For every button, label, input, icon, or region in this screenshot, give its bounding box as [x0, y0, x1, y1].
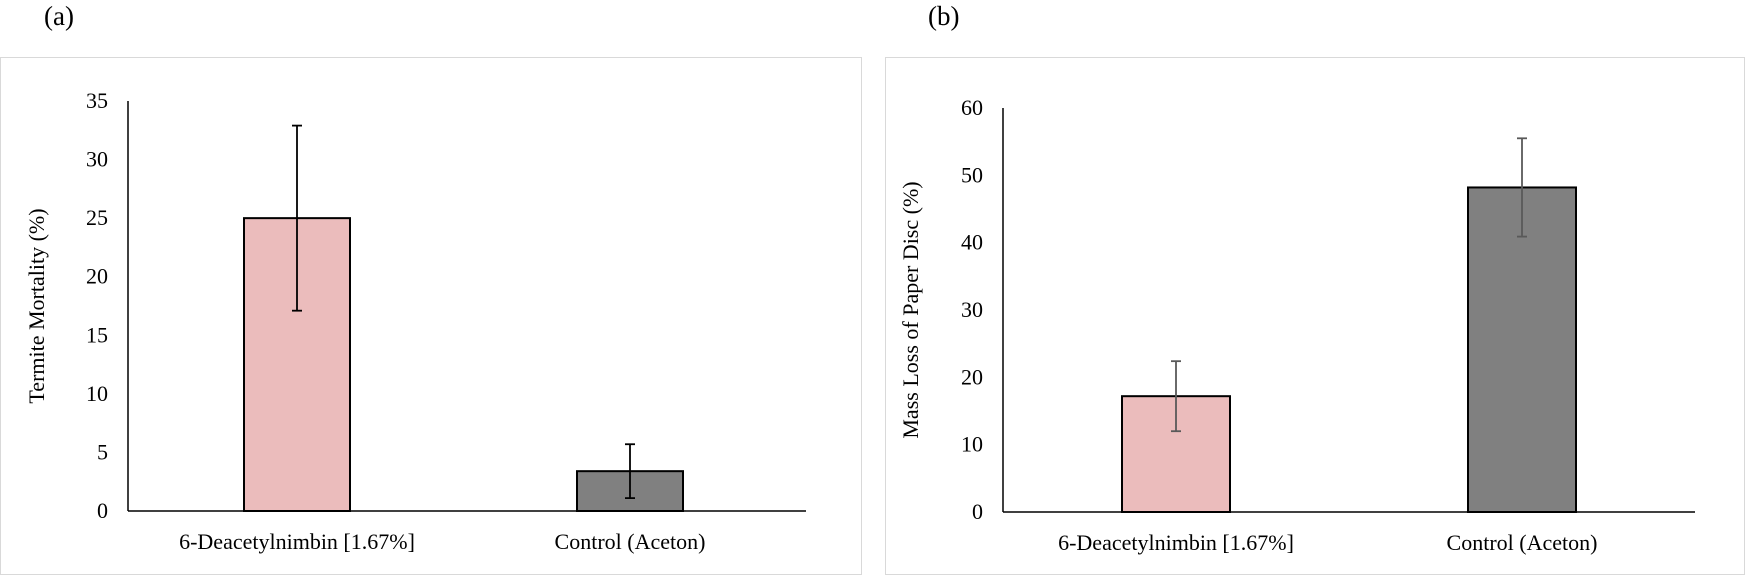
error-bar — [292, 124, 302, 312]
y-axis-title: Mass Loss of Paper Disc (%) — [898, 181, 923, 438]
y-tick-label: 10 — [961, 432, 983, 457]
y-tick-label: 0 — [97, 498, 108, 523]
chart-b: 0 10 20 30 40 50 60 6-Deacetylnimbin [1.67%] Con… — [898, 95, 1695, 555]
y-tick-label: 50 — [961, 162, 983, 187]
y-tick-label: 35 — [86, 88, 108, 113]
error-bar — [1517, 137, 1527, 238]
y-tick-label: 10 — [86, 381, 108, 406]
panel-label-a: (a) — [44, 1, 74, 31]
y-tick-label: 60 — [961, 95, 983, 120]
chart-a: 0 5 10 15 20 25 30 35 6-Deacetylnimbin [1.67%] Co… — [24, 88, 806, 554]
bar — [1467, 186, 1577, 513]
x-category-label: 6-Deacetylnimbin [1.67%] — [1058, 530, 1294, 555]
y-tick-label: 15 — [86, 322, 108, 347]
y-tick-label: 40 — [961, 230, 983, 255]
y-tick-label: 20 — [86, 264, 108, 289]
x-category-label: 6-Deacetylnimbin [1.67%] — [179, 529, 415, 554]
y-tick-label: 30 — [961, 297, 983, 322]
chart-a-frame — [0, 57, 862, 575]
error-bar — [625, 443, 635, 500]
error-bar — [1171, 360, 1181, 433]
y-tick-label: 20 — [961, 364, 983, 389]
y-tick-label: 30 — [86, 147, 108, 172]
y-tick-label: 25 — [86, 205, 108, 230]
y-axis-title: Termite Mortality (%) — [24, 208, 49, 403]
panel-label-b: (b) — [928, 1, 960, 31]
y-tick-label: 0 — [972, 499, 983, 524]
chart-b-frame — [885, 57, 1745, 575]
x-category-label: Control (Aceton) — [1447, 530, 1598, 555]
y-tick-label: 5 — [97, 439, 108, 464]
x-category-label: Control (Aceton) — [555, 529, 706, 554]
